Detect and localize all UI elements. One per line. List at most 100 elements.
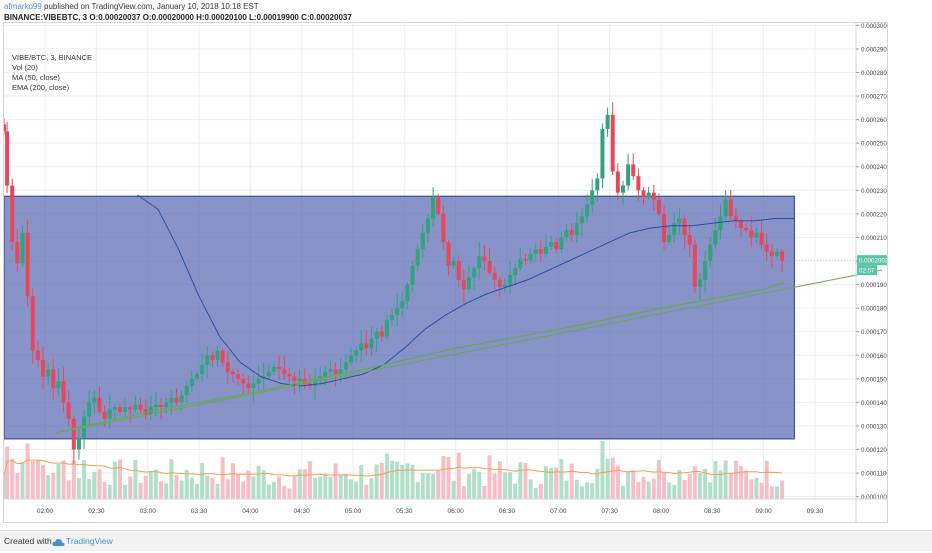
volume-bar xyxy=(148,470,153,499)
price-tick-label: 0.00030000 xyxy=(861,23,887,30)
tradingview-logo[interactable]: TradingView xyxy=(52,535,114,547)
volume-bar xyxy=(641,476,646,499)
volume-bar xyxy=(271,481,276,499)
price-tick-label: 0.00016000 xyxy=(861,353,887,360)
candle-body xyxy=(615,171,620,193)
volume-bar xyxy=(25,443,30,499)
volume-bar xyxy=(210,478,215,499)
price-tick-label: 0.00015000 xyxy=(861,376,887,383)
volume-bar xyxy=(605,458,610,499)
volume-bar xyxy=(123,484,128,499)
candle-body xyxy=(451,261,456,266)
candle-body xyxy=(497,279,502,287)
candle-body xyxy=(210,355,215,360)
candle-body xyxy=(569,230,574,236)
candle-body xyxy=(230,371,235,375)
candle-body xyxy=(354,350,359,356)
candle-body xyxy=(636,176,641,191)
volume-bar xyxy=(205,475,210,499)
candle-body xyxy=(5,131,10,186)
volume-bar xyxy=(739,465,744,499)
volume-bar xyxy=(277,476,282,499)
candle-body xyxy=(739,220,744,229)
candle-body xyxy=(184,385,189,396)
candle-body xyxy=(431,197,436,219)
volume-bar xyxy=(374,464,379,499)
volume-bar xyxy=(769,486,774,499)
candle-body xyxy=(256,378,261,384)
candle-body xyxy=(236,374,241,379)
volume-bar xyxy=(307,461,312,499)
candle-body xyxy=(102,411,107,419)
volume-bar xyxy=(533,487,538,499)
candle-body xyxy=(71,418,76,450)
time-tick-label: 06:30 xyxy=(499,508,516,515)
volume-bar xyxy=(425,473,430,499)
time-tick-label: 02:30 xyxy=(88,508,105,515)
volume-bar xyxy=(487,455,492,499)
candle-body xyxy=(728,199,733,217)
time-tick-label: 05:30 xyxy=(396,508,413,515)
candle-body xyxy=(708,244,713,261)
volume-bar xyxy=(297,469,302,499)
volume-bar xyxy=(354,481,359,499)
candle-body xyxy=(215,350,220,360)
volume-bar xyxy=(636,481,641,499)
candle-body xyxy=(415,249,420,266)
trend-line[interactable] xyxy=(55,269,883,434)
volume-bar xyxy=(138,482,143,499)
price-tick-label: 0.00017000 xyxy=(861,329,887,336)
candle-body xyxy=(66,402,71,419)
volume-bar xyxy=(549,467,554,499)
price-chart[interactable]: 0.00030000 0.00029000 0.00028000 0.00027000… xyxy=(4,23,887,522)
candle-body xyxy=(692,244,697,287)
volume-bar xyxy=(287,488,292,499)
volume-bar xyxy=(348,479,353,499)
candle-body xyxy=(656,199,661,214)
ema-200-line xyxy=(55,281,785,434)
volume-bar xyxy=(4,476,6,499)
time-tick-label: 02:00 xyxy=(37,508,54,515)
candle-body xyxy=(492,272,497,280)
volume-bar xyxy=(502,472,507,499)
volume-bar xyxy=(292,476,297,499)
candle-body xyxy=(651,192,656,200)
volume-bar xyxy=(56,463,61,499)
candle-body xyxy=(241,378,246,384)
volume-bar xyxy=(76,477,81,499)
candle-body xyxy=(543,246,548,254)
author-link[interactable]: afmarko99 xyxy=(4,2,42,11)
candle-body xyxy=(200,364,205,375)
volume-bar xyxy=(87,479,92,499)
volume-bar xyxy=(384,453,389,499)
price-tick-label: 0.00010000 xyxy=(861,494,887,501)
footer-bar: Created with TradingView xyxy=(0,530,932,551)
volume-bar xyxy=(692,466,697,499)
volume-bar xyxy=(764,460,769,499)
volume-bar xyxy=(528,479,533,499)
price-tick-label: 0.00011000 xyxy=(861,471,887,478)
volume-bar xyxy=(179,480,184,499)
volume-bar xyxy=(420,472,425,499)
volume-bar xyxy=(15,472,20,499)
candle-body xyxy=(425,218,430,233)
legend-ma[interactable]: MA (50, close) xyxy=(12,73,60,82)
candle-body xyxy=(744,228,749,231)
candle-body xyxy=(595,178,600,191)
chart-pane[interactable]: 0.00030000 0.00029000 0.00028000 0.00027000… xyxy=(3,22,888,523)
candle-body xyxy=(164,402,169,408)
legend-vol[interactable]: Vol (20) xyxy=(12,63,38,72)
candle-body xyxy=(518,258,523,269)
legend-ema[interactable]: EMA (200, close) xyxy=(12,83,70,92)
candle-body xyxy=(687,235,692,245)
volume-bar xyxy=(107,484,112,499)
candle-body xyxy=(328,369,333,372)
volume-bar xyxy=(774,486,779,499)
volume-bar xyxy=(431,473,436,499)
candle-body xyxy=(153,404,158,408)
candle-body xyxy=(15,242,20,264)
price-tick-label: 0.00028000 xyxy=(861,70,887,77)
candle-body xyxy=(487,261,492,273)
candle-body xyxy=(169,397,174,403)
candle-body xyxy=(682,218,687,236)
